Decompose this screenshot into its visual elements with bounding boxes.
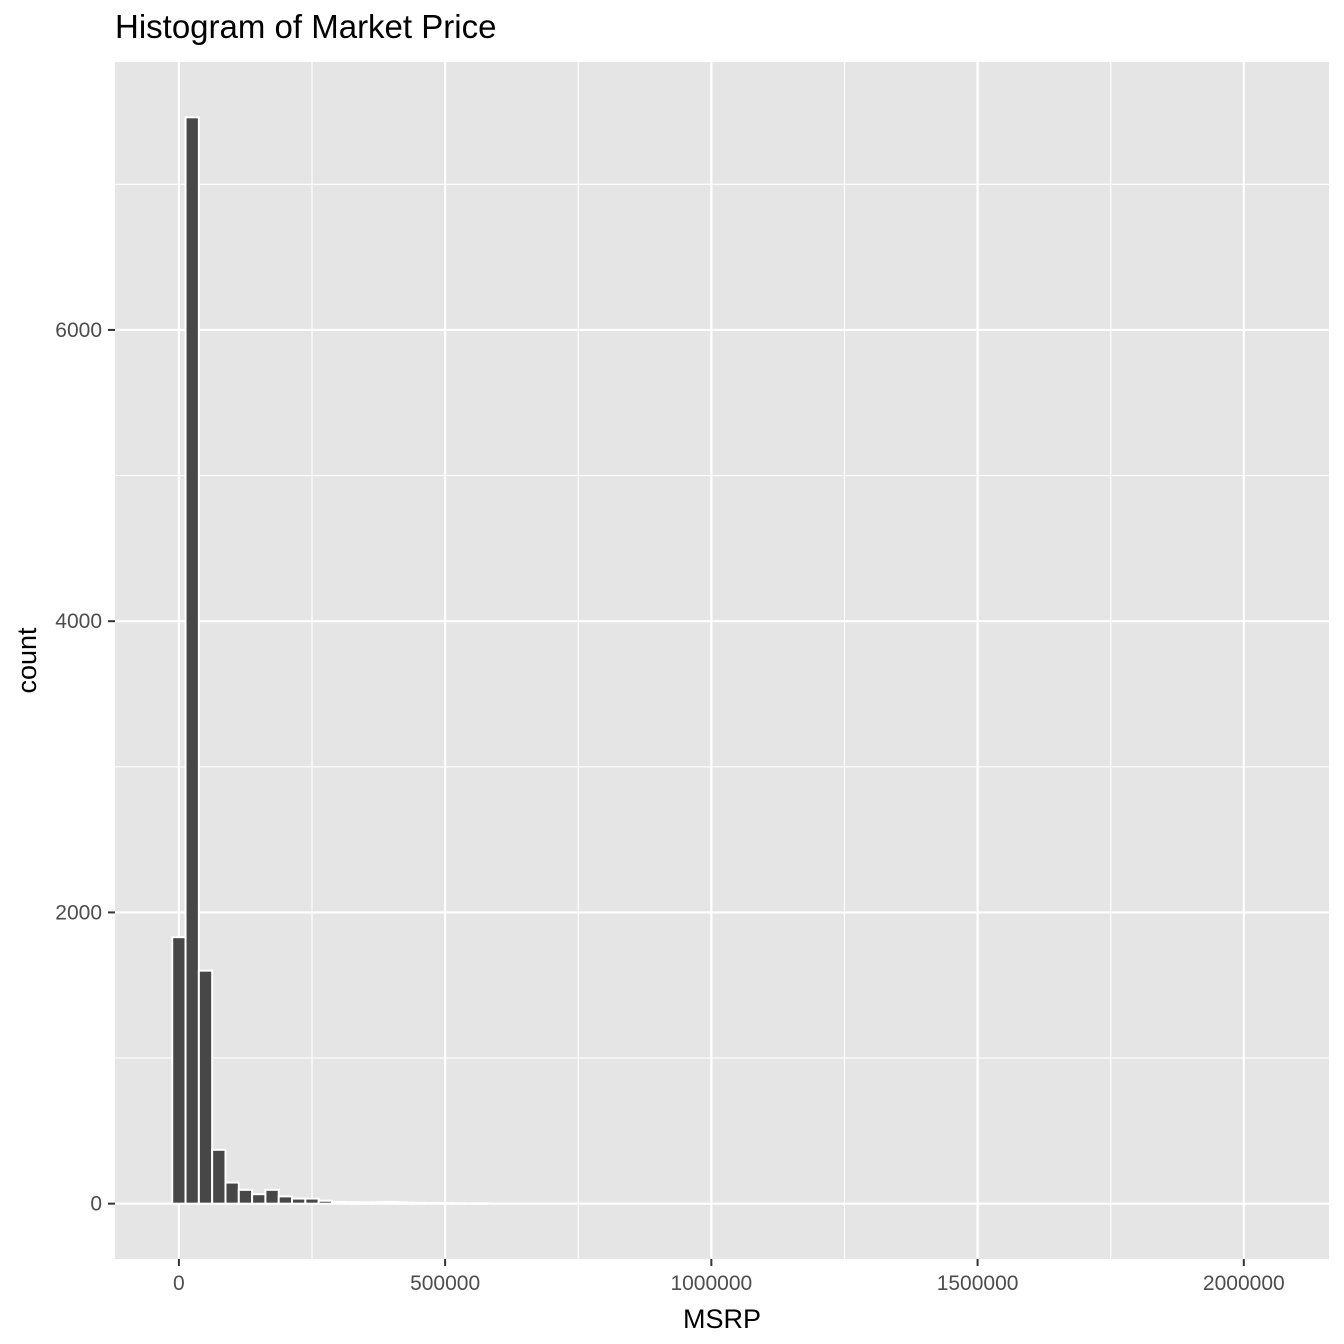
histogram-bar xyxy=(384,1200,400,1205)
x-tick-label: 0 xyxy=(173,1272,185,1295)
histogram-bar xyxy=(397,1201,413,1205)
histogram-bar xyxy=(304,1197,320,1205)
chart-title: Histogram of Market Price xyxy=(115,8,497,45)
histogram-bar xyxy=(357,1201,373,1205)
histogram-bar xyxy=(237,1188,254,1205)
histogram-bar xyxy=(437,1202,453,1205)
histogram-bar xyxy=(251,1193,267,1205)
minor-gridlines xyxy=(115,62,1329,1259)
x-tick-label: 500000 xyxy=(410,1272,480,1295)
y-tick-label: 4000 xyxy=(55,610,102,633)
histogram-bar xyxy=(344,1201,360,1205)
histogram-bar xyxy=(264,1188,280,1205)
x-axis-title: MSRP xyxy=(683,1304,761,1334)
histogram-bar xyxy=(291,1197,307,1205)
histogram-bar xyxy=(171,936,187,1205)
x-tick-label: 1500000 xyxy=(937,1272,1019,1295)
histogram-bar xyxy=(370,1201,387,1205)
major-gridlines xyxy=(115,62,1329,1259)
y-axis: 0 2000 4000 6000 xyxy=(55,319,115,1216)
histogram-bars xyxy=(171,116,493,1205)
histogram-bar xyxy=(330,1200,347,1205)
x-tick-label: 2000000 xyxy=(1203,1272,1285,1295)
histogram-bar xyxy=(197,969,214,1205)
histogram-bar xyxy=(410,1201,427,1205)
y-tick-label: 6000 xyxy=(55,319,102,342)
y-tick-label: 2000 xyxy=(55,901,102,924)
histogram-bar xyxy=(277,1195,294,1205)
histogram-bar xyxy=(184,116,200,1205)
histogram-bar xyxy=(224,1181,240,1205)
plot-panel xyxy=(115,62,1329,1259)
y-axis-title: count xyxy=(12,627,42,694)
x-axis: 0 500000 1000000 1500000 2000000 xyxy=(173,1259,1285,1295)
x-tick-label: 1000000 xyxy=(670,1272,752,1295)
histogram-bar xyxy=(424,1201,440,1205)
y-tick-label: 0 xyxy=(90,1193,102,1216)
histogram-bar xyxy=(317,1199,333,1205)
histogram-bar xyxy=(211,1148,227,1205)
